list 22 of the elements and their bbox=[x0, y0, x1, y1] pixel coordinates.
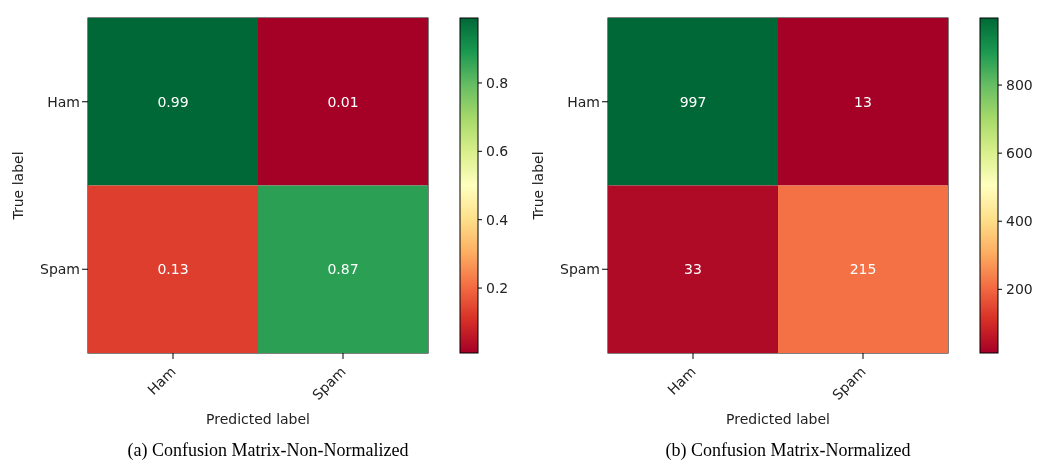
data-label: 0.01 bbox=[327, 93, 359, 110]
y-axis-title: True label bbox=[529, 151, 546, 221]
x-axis-title: Predicted label bbox=[205, 411, 311, 427]
color-bar-label: 0.6 bbox=[486, 143, 509, 160]
data-label: 997 bbox=[679, 93, 707, 110]
data-label: 33 bbox=[684, 261, 702, 278]
data-label: 215 bbox=[849, 261, 877, 278]
text: (b) Confusion Matrix-Normalized bbox=[664, 440, 912, 461]
color-bar-label: 0.4 bbox=[486, 211, 509, 228]
color-bar-label: 200 bbox=[1006, 281, 1033, 298]
y-axis-title: True label bbox=[9, 151, 26, 221]
color-bar-label: 600 bbox=[1006, 145, 1033, 162]
color-bar-label: 0.2 bbox=[486, 280, 509, 297]
data-label: 0.13 bbox=[157, 261, 189, 278]
color-bar-label: 800 bbox=[1006, 77, 1033, 94]
color-bar-label: 400 bbox=[1006, 213, 1033, 230]
x-axis-title: Predicted label bbox=[725, 411, 831, 427]
color-bar-label: 0.8 bbox=[486, 74, 509, 91]
data-label: 0.87 bbox=[327, 261, 359, 278]
data-label: 13 bbox=[854, 93, 872, 110]
data-label: 0.99 bbox=[157, 93, 189, 110]
text: (a) Confusion Matrix-Non-Normalized bbox=[126, 440, 410, 461]
